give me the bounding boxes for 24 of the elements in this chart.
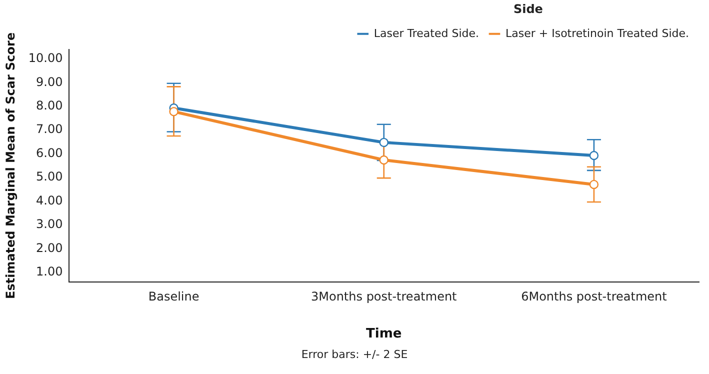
y-tick-label: 6.00 — [36, 146, 63, 160]
point — [379, 155, 388, 165]
x-axis-title: Time — [366, 326, 402, 342]
legend-label: Laser + Isotretinoin Treated Side. — [506, 26, 689, 40]
legend-title: Side — [513, 2, 543, 16]
y-axis-title: Estimated Marginal Mean of Scar Score — [3, 32, 18, 299]
x-tick-label: Baseline — [148, 289, 200, 304]
y-tick-label: 8.00 — [36, 98, 63, 112]
y-tick-label: 5.00 — [36, 170, 63, 184]
y-tick-label: 7.00 — [36, 122, 63, 136]
point — [589, 180, 599, 190]
y-tick-label: 1.00 — [36, 264, 63, 279]
point — [169, 106, 178, 116]
x-tick-label: 6Months post-treatment — [521, 289, 668, 304]
y-tick-label: 2.00 — [36, 240, 63, 255]
y-tick-label: 10.00 — [28, 51, 63, 66]
text: Error bars: +/- 2 SE — [300, 348, 409, 361]
x-tick-label: 3Months post-treatment — [310, 289, 458, 304]
y-tick-label: 4.00 — [36, 193, 63, 208]
legend-label: Laser Treated Side. — [374, 26, 480, 40]
y-tick-label: 9.00 — [36, 74, 63, 89]
point — [589, 150, 599, 160]
point — [379, 138, 388, 148]
y-tick-label: 3.00 — [36, 217, 63, 232]
